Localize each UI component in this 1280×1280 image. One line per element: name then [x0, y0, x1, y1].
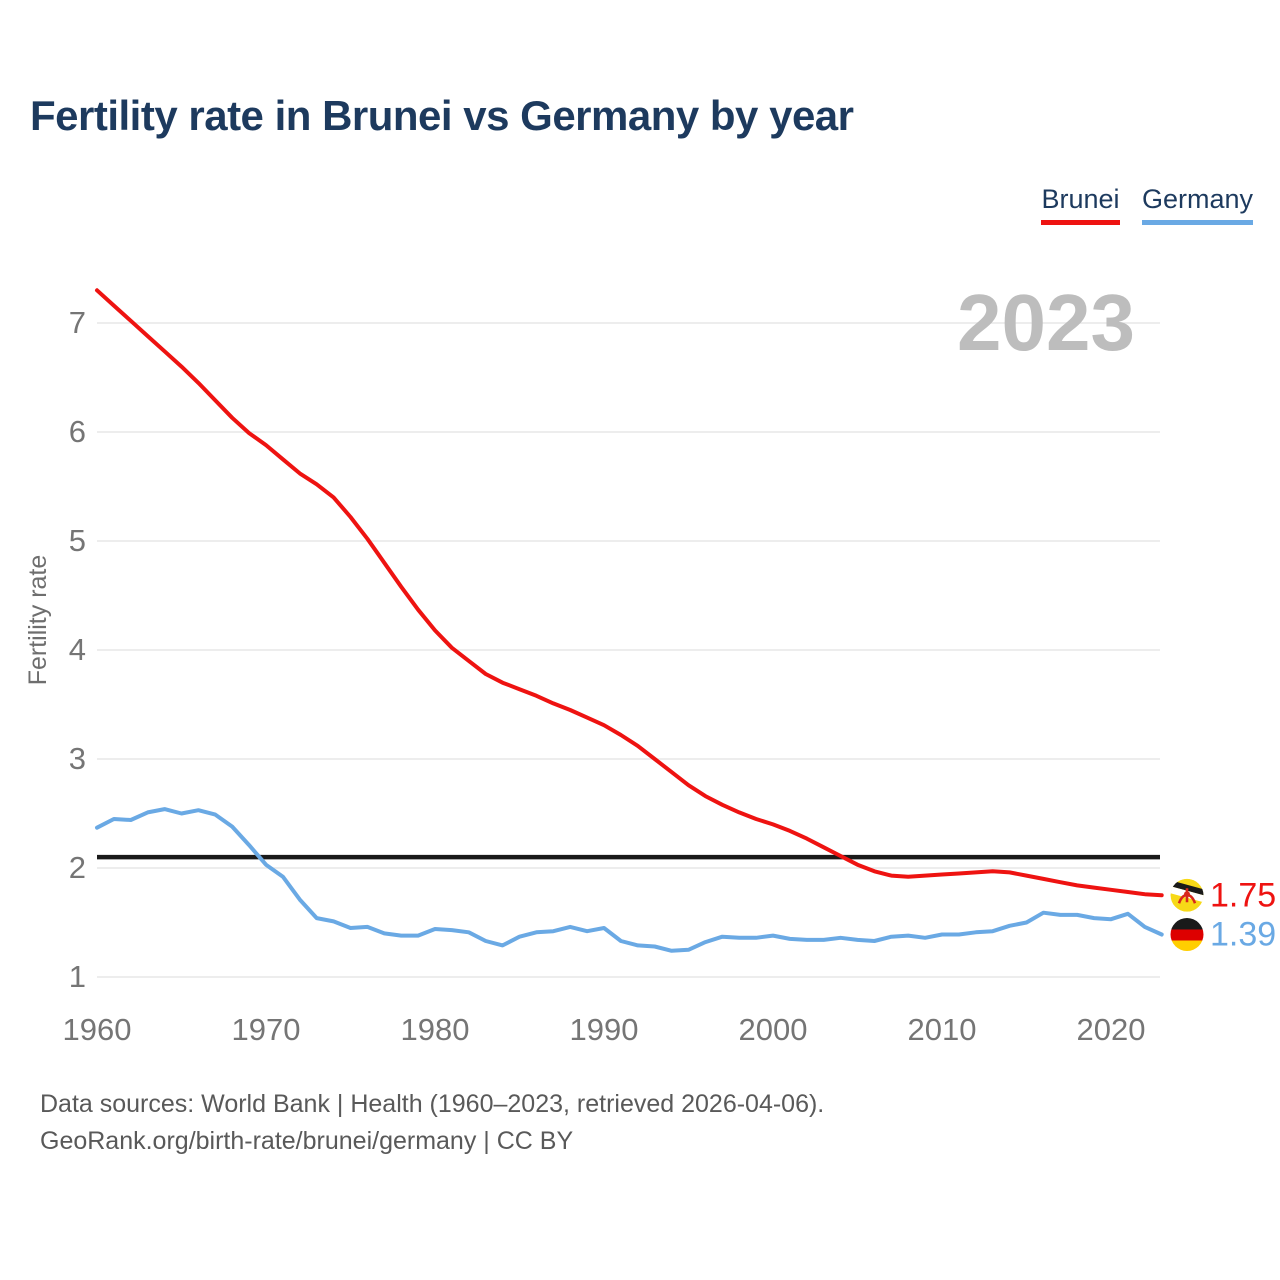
legend: Brunei Germany: [1023, 184, 1253, 225]
germany-flag-icon: [1170, 917, 1204, 951]
x-tick-label: 2000: [739, 1012, 808, 1047]
footer: Data sources: World Bank | Health (1960–…: [40, 1086, 824, 1160]
x-tick-label: 1960: [63, 1012, 132, 1047]
germany-line: [95, 807, 1164, 953]
x-tick-label: 2020: [1077, 1012, 1146, 1047]
brunei-flag-icon: [1170, 878, 1204, 912]
y-tick-label: 3: [69, 741, 86, 776]
legend-item-germany[interactable]: Germany: [1141, 184, 1253, 225]
legend-item-brunei[interactable]: Brunei: [1041, 184, 1120, 225]
y-tick-label: 6: [69, 414, 86, 449]
x-tick-label: 2010: [908, 1012, 977, 1047]
page-title: Fertility rate in Brunei vs Germany by y…: [30, 92, 854, 139]
x-tick-label: 1990: [570, 1012, 639, 1047]
y-tick-label: 7: [69, 305, 86, 340]
y-axis-label: Fertility rate: [24, 555, 52, 686]
brunei-line: [95, 288, 1164, 898]
brunei-end-value: 1.75: [1210, 876, 1276, 914]
y-tick-label: 1: [69, 959, 86, 994]
germany-end-value: 1.39: [1210, 915, 1276, 953]
y-tick-label: 2: [69, 850, 86, 885]
x-tick-label: 1970: [232, 1012, 301, 1047]
year-watermark: 2023: [957, 278, 1135, 367]
y-tick-label: 5: [69, 523, 86, 558]
x-tick-label: 1980: [401, 1012, 470, 1047]
footer-data-sources: Data sources: World Bank | Health (1960–…: [40, 1090, 825, 1118]
footer-attribution-link: GeoRank.org/birth-rate/brunei/germany | …: [40, 1127, 574, 1155]
y-tick-label: 4: [69, 632, 86, 667]
